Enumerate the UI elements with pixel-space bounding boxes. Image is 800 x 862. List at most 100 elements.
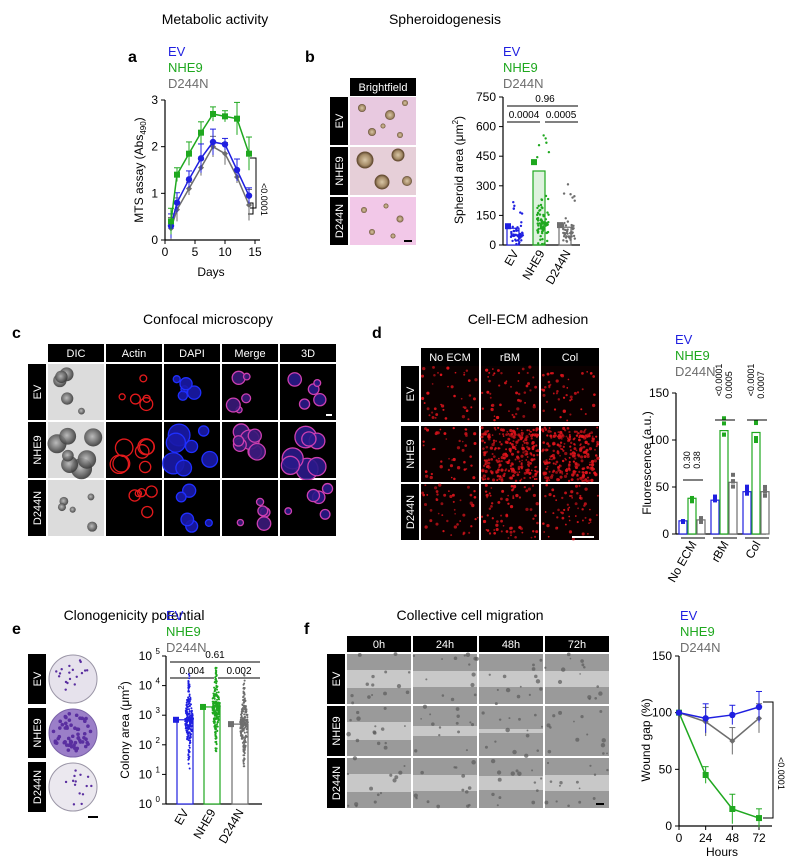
panel-d-cell [489,446,493,450]
panel-d-cell [531,475,535,479]
chart-b-pvalue-2: 0.0004 [509,110,540,121]
panel-f-cell [356,716,361,721]
panel-d-cell [425,471,428,474]
panel-d-cell [580,408,583,411]
panel-d-cell [520,478,523,481]
panel-d-cell [535,530,539,534]
panel-d-cell [450,385,454,389]
panel-d-cell [582,430,586,434]
panel-d-cell [552,494,556,498]
chart-e-datapoint [215,743,218,746]
chart-e-datapoint [215,712,218,715]
panel-d-cell [492,374,495,377]
panel-d-cell [469,493,473,497]
panel-d-cell [559,435,563,439]
chart-b-datapoint [537,224,540,227]
panel-d-cell [524,401,526,404]
chart-a-xtick-label: 0 [162,245,169,259]
chart-e-datapoint [217,691,220,694]
panel-d-cell [473,495,477,499]
panel-d-cell [548,479,551,482]
chart-f-ytick-label: 100 [652,706,672,720]
panel-d-cell [525,459,528,461]
chart-f-point-ev [729,711,736,719]
chart-d-datapoint [754,419,758,424]
panel-d-cell [500,478,504,482]
panel-c-cell [247,428,262,443]
panel-d-cell [569,445,572,448]
chart-b-datapoint [542,222,545,225]
panel-f-cell [526,729,529,732]
panel-f-cell [505,727,510,733]
chart-e-datapoint [215,717,218,720]
panel-d-cell [503,472,506,475]
panel-d-cell [518,471,521,473]
panel-d-cell [517,392,521,396]
panel-d-cell [520,465,523,468]
panel-d-cell [511,445,515,449]
panel-f-col-header-bg [347,636,411,652]
panel-d-cell [569,395,573,399]
panel-d-cell [481,469,485,473]
panel-e-colony [90,784,93,788]
chart-e-datapoint [241,722,244,725]
panel-d-cell [576,520,579,524]
chart-b-datapoint [537,230,540,233]
panel-d-cell [569,494,572,498]
chart-e-datapoint [212,720,215,723]
panel-c-row-label-bg [28,480,46,536]
panel-d-cell [502,435,505,437]
chart-e-datapoint [217,701,220,704]
panel-d-cell [570,398,573,401]
panel-f-cell [557,679,563,685]
panel-d-cell [586,433,590,437]
panel-d-cell [534,474,537,477]
panel-c-cell [232,435,245,447]
panel-d-cell [488,379,491,383]
chart-e-ytick-label: 10 [139,679,153,693]
panel-d-cell [570,478,574,482]
chart-a-point-ev [185,176,193,183]
panel-d-cell [544,494,547,498]
chart-b-datapoint [510,232,513,235]
panel-e-colony [71,668,75,672]
panel-b-row-label-nhe9: NHE9 [334,156,346,185]
panel-e-colony [68,677,72,681]
panel-d-cell [590,459,595,464]
panel-d-cell [432,365,435,369]
chart-d-datapoint [699,517,703,522]
panel-d-cell [546,442,550,446]
panel-f-cell [384,670,388,674]
panel-d-cell [491,434,494,436]
panel-d-cell [500,519,503,523]
panel-d-cell [500,497,503,501]
chart-e-datapoint [186,729,189,732]
panel-f-cell [575,737,580,742]
panel-d-cell [426,391,430,395]
panel-d-cell [505,448,508,451]
chart-b-datapoint [544,194,548,198]
chart-d-datapoint [713,497,717,502]
panel-f-cell [536,749,540,752]
panel-d-cell [504,440,508,444]
panel-d-cell [545,467,548,470]
chart-e-xtick-label: EV [171,807,191,828]
panel-d-cell [482,519,487,524]
chart-a-point-nhe9 [186,150,192,157]
chart-b-datapoint [573,237,577,240]
panel-d-cell [589,521,592,523]
panel-d-cell [507,537,510,539]
panel-c-col-header-bg [280,344,336,362]
chart-e-datapoint [187,734,190,737]
panel-d-cell [518,526,521,529]
chart-b-pvalue-3: 0.0005 [546,110,577,121]
panel-d-cell [590,431,594,434]
panel-d-cell [575,430,578,433]
panel-d-cell [596,440,599,444]
panel-d-cell [521,459,523,462]
panel-c-cell [112,454,131,473]
panel-d-cell [576,474,579,477]
panel-b-row-d244n-bg [330,197,348,245]
panel-f-cell [468,663,471,666]
panel-e-colony [82,717,87,722]
